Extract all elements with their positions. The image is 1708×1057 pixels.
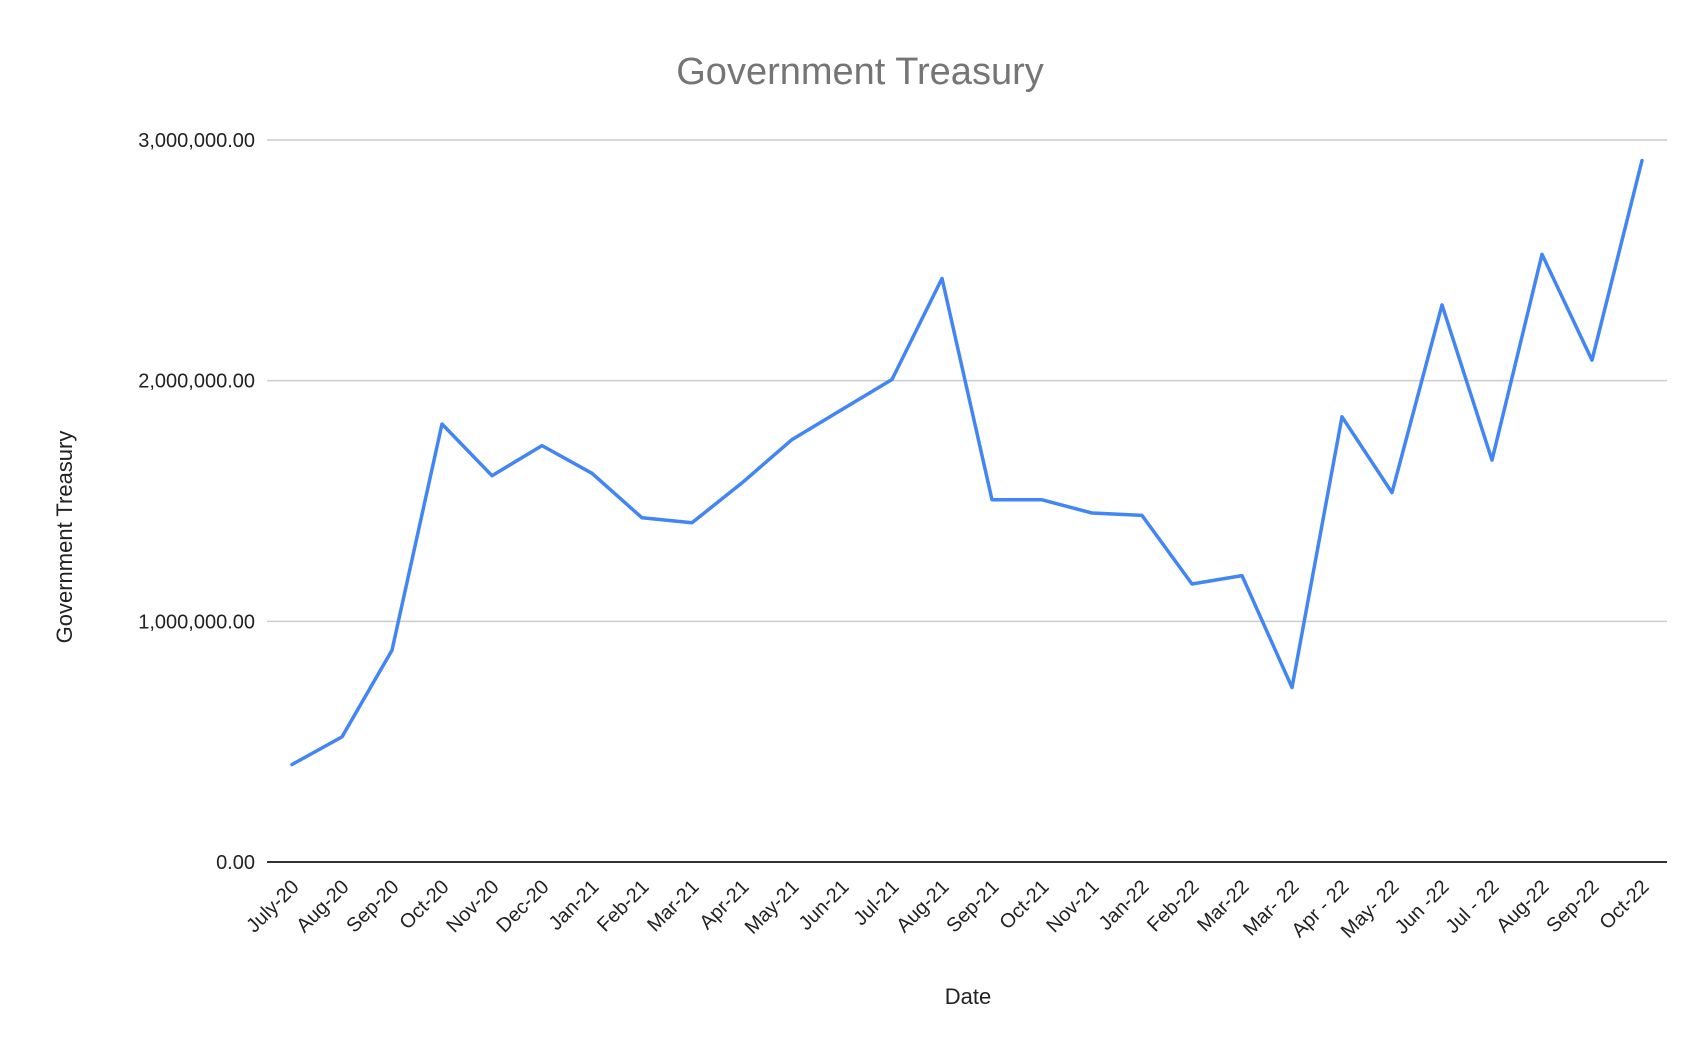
x-tick-label: Jun-21: [795, 876, 854, 935]
data-point: [1540, 252, 1544, 256]
y-axis-ticks: 0.00 1,000,000.00 2,000,000.00 3,000,000.00: [138, 130, 255, 874]
series-line: [290, 158, 1644, 767]
x-axis-ticks: July-20Aug-20Sep-20Oct-20Nov-20Dec-20Jan…: [242, 876, 1653, 943]
data-point: [890, 377, 894, 381]
x-tick-label: Feb-22: [1143, 876, 1203, 936]
data-point: [1640, 158, 1644, 162]
data-point: [940, 276, 944, 280]
x-tick-label: May-21: [741, 876, 804, 939]
x-tick-label: Jun -22: [1391, 876, 1454, 939]
x-tick-label: Jul - 22: [1442, 876, 1504, 938]
x-tick-label: Aug-21: [892, 876, 953, 937]
x-tick-label: Aug-22: [1492, 876, 1553, 937]
x-tick-label: Jan-21: [545, 876, 604, 935]
x-tick-label: Feb-21: [593, 876, 653, 936]
data-point: [840, 408, 844, 412]
data-point: [990, 498, 994, 502]
x-tick-label: Jan-22: [1095, 876, 1154, 935]
y-tick-label: 1,000,000.00: [138, 611, 255, 633]
data-point: [1040, 498, 1044, 502]
x-tick-label: Mar-21: [643, 876, 703, 936]
data-point: [790, 438, 794, 442]
x-axis-title: Date: [945, 984, 991, 1009]
data-point: [1340, 415, 1344, 419]
x-tick-label: July-20: [242, 876, 303, 937]
x-tick-label: Aug-20: [292, 876, 353, 937]
data-point: [1390, 491, 1394, 495]
data-point: [1240, 574, 1244, 578]
data-point: [340, 735, 344, 739]
y-tick-label: 3,000,000.00: [138, 130, 255, 152]
data-point: [1190, 582, 1194, 586]
chart-title: Government Treasury: [676, 51, 1043, 93]
y-tick-label: 2,000,000.00: [138, 371, 255, 393]
data-point: [590, 471, 594, 475]
data-point: [1590, 358, 1594, 362]
x-tick-label: Dec-20: [492, 876, 553, 937]
data-point: [390, 648, 394, 652]
data-point: [1290, 686, 1294, 690]
x-tick-label: Nov-21: [1042, 876, 1103, 937]
series-layer: [290, 158, 1644, 767]
x-tick-label: Oct-22: [1596, 876, 1654, 934]
data-point: [690, 521, 694, 525]
data-point: [1090, 511, 1094, 515]
x-tick-label: Sep-20: [342, 876, 403, 937]
x-tick-label: Sep-22: [1542, 876, 1603, 937]
data-point: [1140, 513, 1144, 517]
data-point: [740, 481, 744, 485]
data-point: [290, 763, 294, 767]
data-point: [540, 444, 544, 448]
data-point: [640, 516, 644, 520]
gridlines: [267, 139, 1667, 863]
y-axis-title: Government Treasury: [52, 431, 77, 644]
data-point: [440, 422, 444, 426]
y-tick-label: 0.00: [216, 852, 255, 874]
x-tick-label: Nov-20: [442, 876, 503, 937]
data-point: [490, 474, 494, 478]
data-point: [1490, 458, 1494, 462]
data-point: [1440, 303, 1444, 307]
x-tick-label: Sep-21: [942, 876, 1003, 937]
